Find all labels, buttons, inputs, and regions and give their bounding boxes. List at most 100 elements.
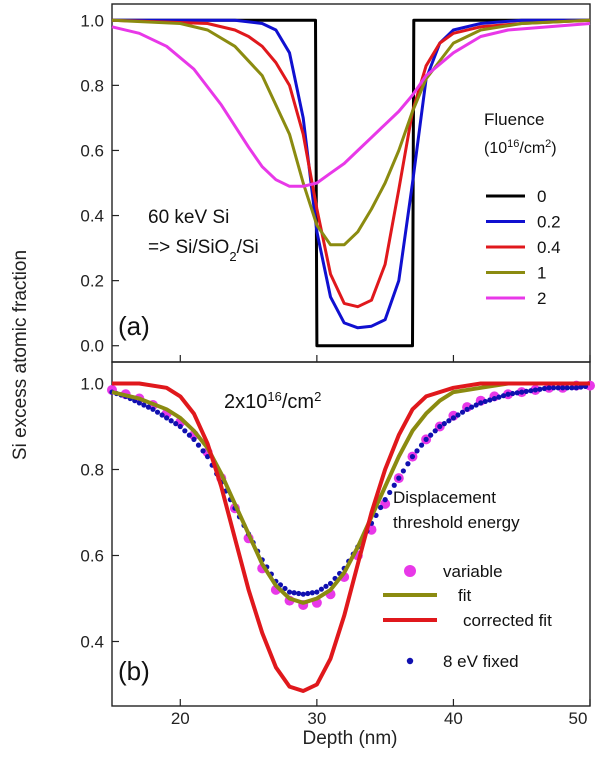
legend-label-corrected-fit: corrected fit (463, 611, 552, 630)
panel-a-frame (111, 3, 591, 363)
panel-a-ion-label: 60 keV Si (148, 207, 229, 228)
panel-a-legend-title: Fluence (484, 110, 544, 129)
fixed-8ev-dot (560, 385, 566, 391)
legend-label-variable: variable (443, 562, 503, 581)
fixed-8ev-dot (446, 418, 452, 424)
fixed-8ev-dot (314, 589, 320, 595)
fixed-8ev-dot (555, 385, 561, 391)
panel-b-ytick-label: 0.4 (80, 633, 104, 652)
fixed-8ev-dot (578, 384, 584, 390)
fixed-8ev-dot (428, 432, 434, 438)
fixed-8ev-dot (150, 406, 156, 412)
legend-label-8ev-fixed: 8 eV fixed (443, 652, 519, 671)
fixed-8ev-dot (191, 436, 197, 442)
fixed-8ev-dot (478, 400, 484, 406)
fixed-8ev-dot (459, 409, 466, 415)
panel-a-ytick-label: 0.8 (80, 76, 104, 95)
legend-swatch-variable (404, 565, 416, 577)
panel-a-legend: 0 0.2 0.4 1 2 (486, 187, 561, 308)
panel-a-ytick-label: 0.6 (80, 141, 104, 160)
fixed-8ev-dot (546, 385, 552, 391)
legend-label-fluence-0p2: 0.2 (537, 213, 561, 232)
fixed-8ev-dot (418, 442, 425, 448)
fixed-8ev-dot (186, 432, 192, 438)
panel-a-plot-area (111, 18, 591, 348)
fixed-8ev-dot (496, 394, 502, 400)
legend-label-fluence-0p4: 0.4 (537, 238, 561, 257)
y-axis-title: Si excess atomic fraction (10, 250, 31, 460)
panel-b-xtick-label: 50 (569, 709, 588, 728)
legend-label-fit: fit (458, 586, 472, 605)
panel-a-ytick-label: 0.0 (80, 337, 104, 356)
panel-a-ytick-label: 0.2 (80, 272, 104, 291)
series-line-fluence-1 (111, 18, 591, 247)
fixed-8ev-dot (145, 404, 152, 410)
panel-a-ytick-label: 0.4 (80, 207, 104, 226)
fixed-8ev-dot (437, 423, 443, 430)
panel-b-xtick-label: 30 (307, 709, 326, 728)
fixed-8ev-dot (164, 415, 170, 421)
fixed-8ev-dot (564, 385, 570, 391)
panel-a-legend-unit: (1016/cm2) (484, 138, 557, 157)
panel-a-ticks: 0.0 0.2 0.4 0.6 0.8 1.0 (80, 11, 591, 362)
fixed-8ev-dot (505, 391, 511, 397)
fixed-8ev-dot (514, 390, 520, 396)
fixed-8ev-dot (159, 412, 165, 418)
fixed-8ev-dot (205, 454, 211, 460)
fixed-8ev-dot (309, 590, 315, 596)
fixed-8ev-dot (305, 590, 311, 597)
series-line-corrected-fit (112, 381, 590, 693)
fixed-8ev-dot (473, 402, 479, 408)
fixed-8ev-dot (136, 400, 142, 406)
legend-label-fluence-0: 0 (537, 187, 546, 206)
fixed-8ev-dot (523, 388, 529, 394)
fixed-8ev-dot (286, 589, 293, 595)
panel-a-label: (a) (118, 311, 150, 341)
series-line-fluence-2 (111, 22, 591, 188)
panel-b-xtick-label: 20 (171, 709, 190, 728)
fixed-8ev-dot (168, 418, 174, 424)
fixed-8ev-dot (400, 468, 406, 474)
legend-label-fluence-1: 1 (537, 264, 546, 283)
panel-b-ytick-label: 0.8 (80, 461, 104, 480)
series-line-fluence-0p2 (112, 18, 590, 330)
fixed-8ev-dot (296, 590, 302, 597)
series-line-fit (111, 381, 590, 605)
fixed-8ev-dot (414, 448, 420, 454)
fixed-8ev-dot (182, 428, 188, 434)
fixed-8ev-dot (396, 475, 402, 481)
fixed-8ev-dot (464, 406, 470, 412)
fixed-8ev-dot (300, 591, 306, 597)
panel-b-ytick-label: 0.6 (80, 547, 104, 566)
x-axis-title: Depth (nm) (302, 728, 397, 749)
fixed-8ev-dot (469, 404, 475, 410)
fixed-8ev-dot (491, 395, 497, 402)
fixed-8ev-dot (377, 504, 384, 511)
panel-a-structure-label: => Si/SiO2/Si (148, 237, 259, 264)
fixed-8ev-dot (537, 386, 543, 392)
fixed-8ev-dot (550, 385, 557, 391)
fixed-8ev-dot (569, 385, 575, 391)
fixed-8ev-dot (387, 489, 393, 496)
fixed-8ev-dot (441, 421, 447, 427)
fixed-8ev-dot (423, 436, 429, 442)
fixed-8ev-dot (409, 454, 416, 460)
fixed-8ev-dot (532, 387, 538, 393)
fixed-8ev-dot (382, 497, 388, 503)
fixed-8ev-dot (510, 390, 516, 397)
fixed-8ev-dot (282, 585, 288, 592)
fixed-8ev-dot (173, 421, 179, 427)
fixed-8ev-dot (450, 415, 457, 421)
legend-label-fluence-2: 2 (537, 289, 546, 308)
fixed-8ev-dot (487, 397, 493, 403)
fixed-8ev-dot (154, 409, 161, 415)
fixed-8ev-dot (541, 385, 548, 392)
series-line-fluence-0 (112, 18, 590, 348)
fixed-8ev-dot (323, 583, 329, 589)
fixed-8ev-dot (573, 385, 579, 391)
fixed-8ev-dot (291, 590, 297, 596)
fixed-8ev-dot (500, 393, 507, 399)
panel-b-fluence-label: 2x1016/cm2 (224, 389, 321, 414)
panel-a-ytick-label: 1.0 (80, 11, 104, 30)
